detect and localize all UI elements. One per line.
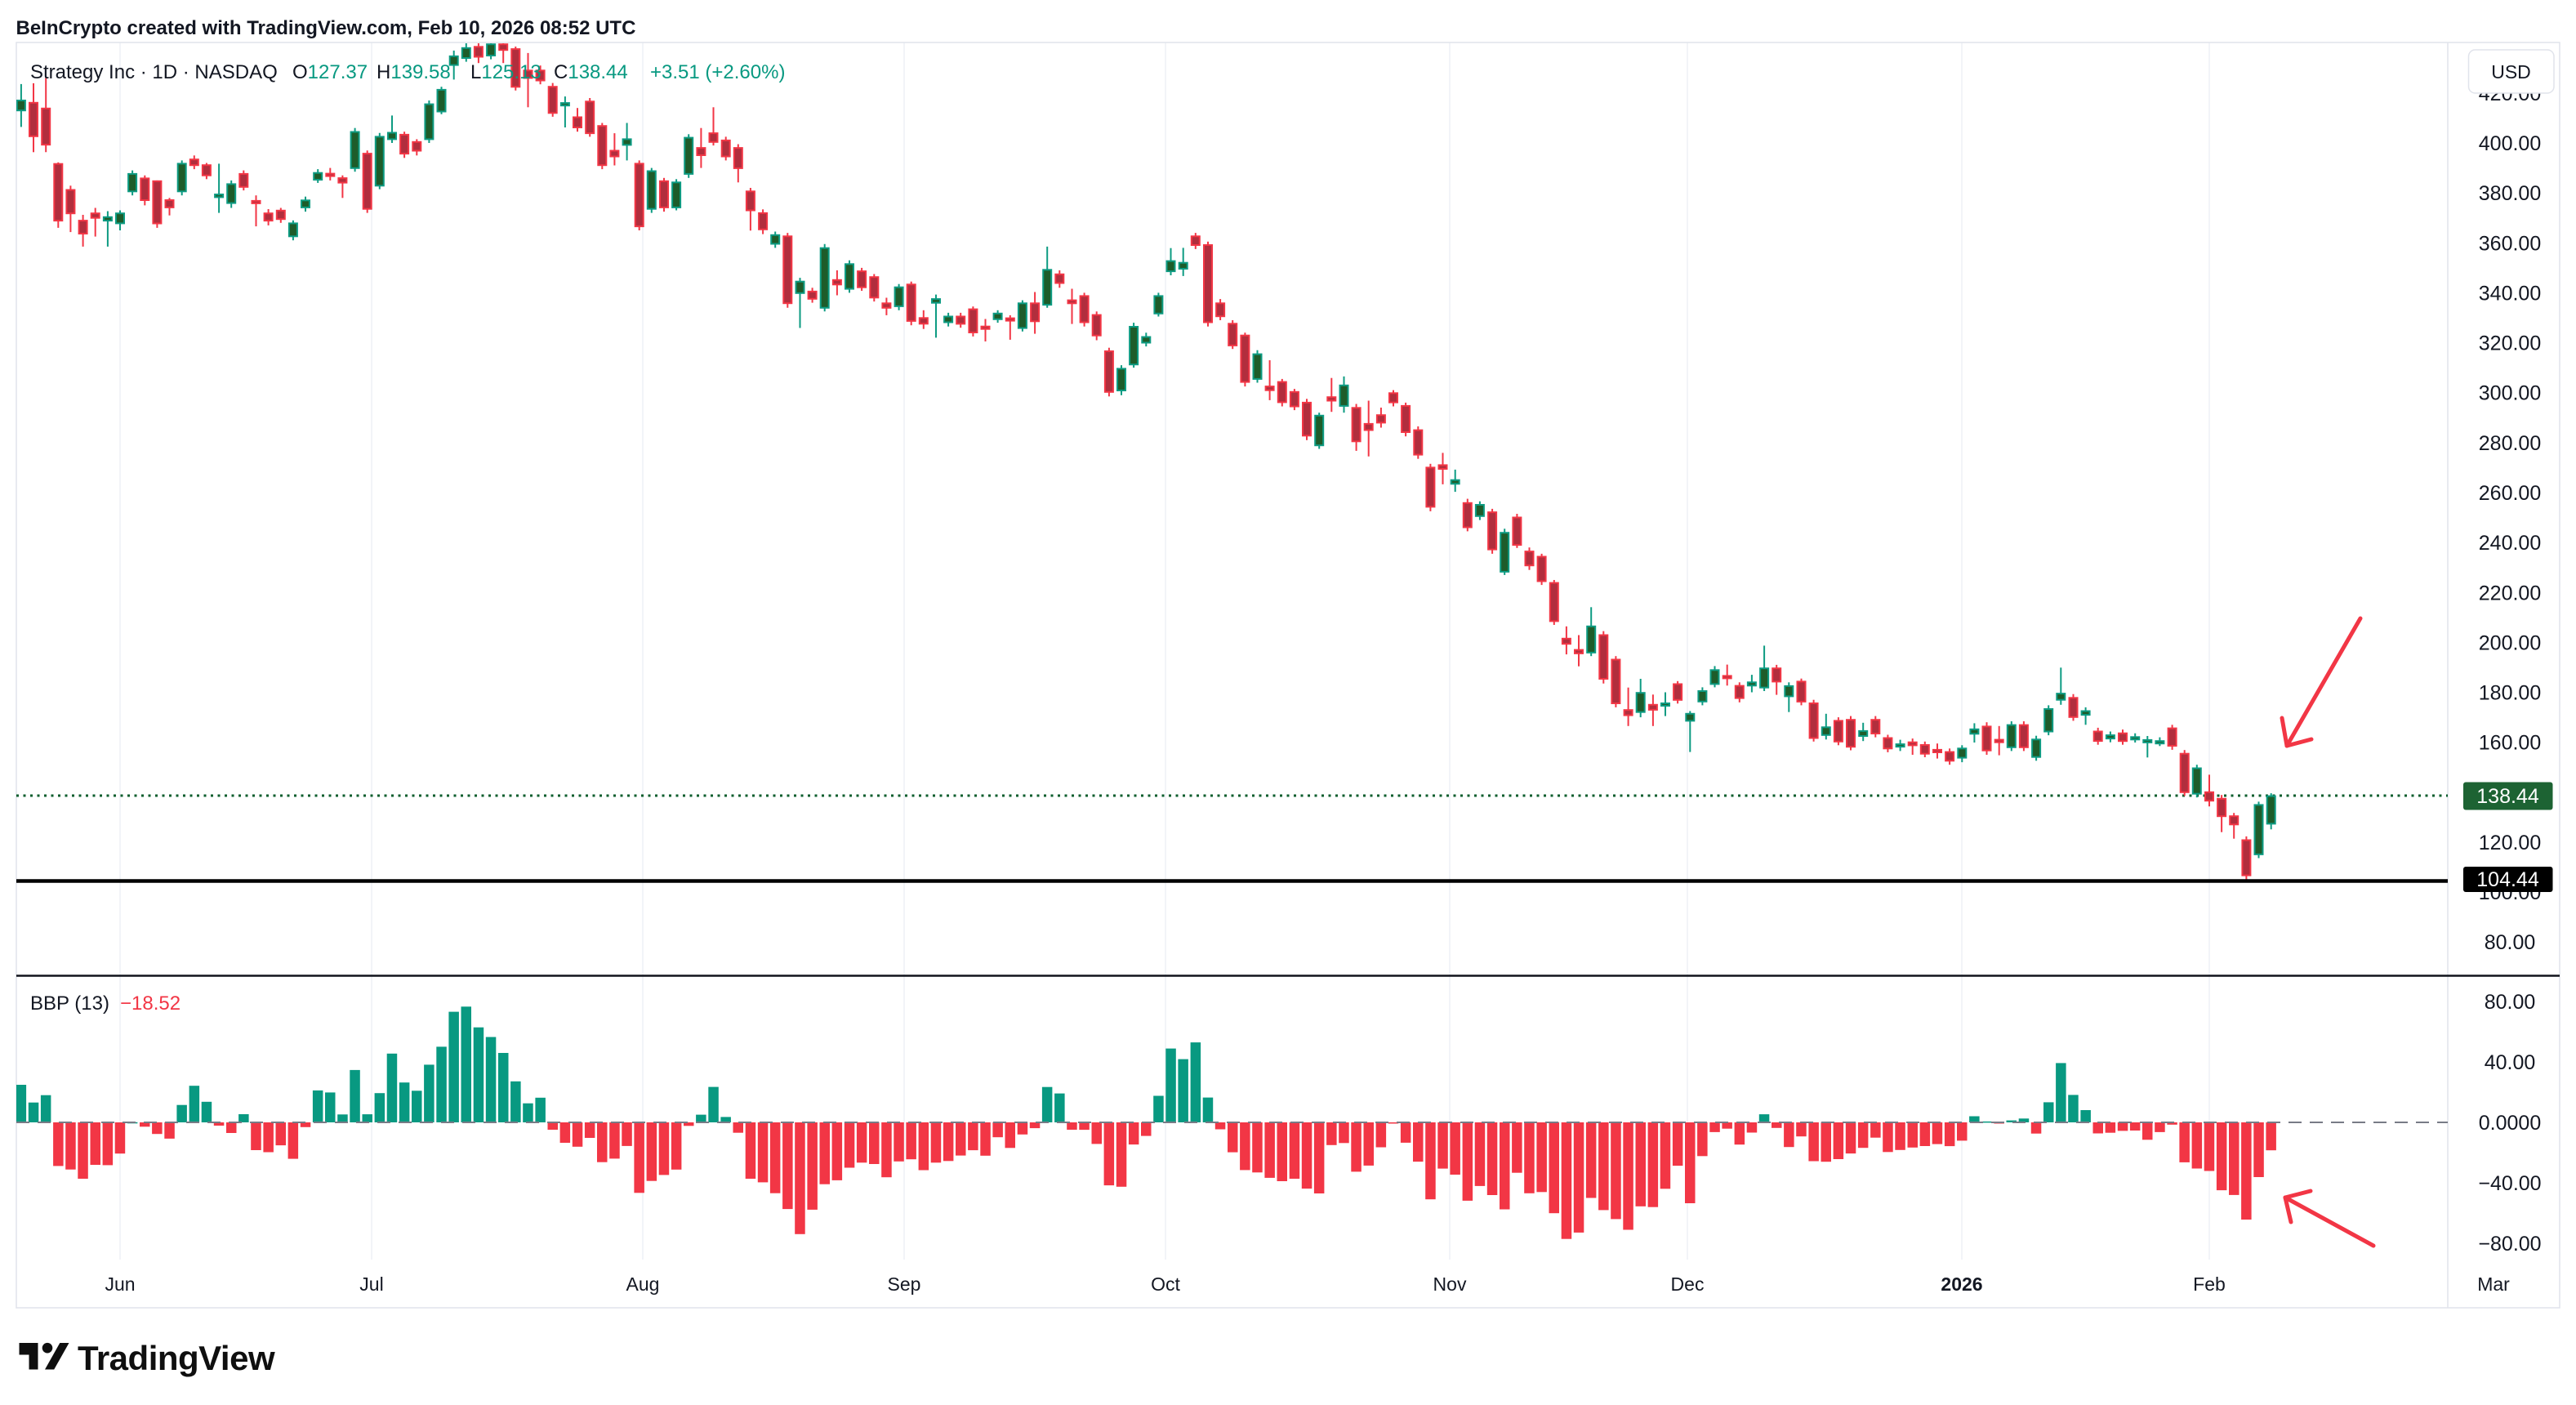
svg-text:200.00: 200.00 bbox=[2479, 631, 2541, 654]
svg-text:+3.51 (+2.60%): +3.51 (+2.60%) bbox=[650, 61, 785, 83]
svg-text:H139.58: H139.58 bbox=[377, 61, 451, 83]
svg-text:Aug: Aug bbox=[626, 1273, 660, 1295]
svg-text:138.44: 138.44 bbox=[2476, 785, 2539, 808]
svg-text:O127.37: O127.37 bbox=[292, 61, 368, 83]
svg-text:Feb: Feb bbox=[2193, 1273, 2226, 1295]
svg-text:USD: USD bbox=[2491, 61, 2531, 83]
svg-text:380.00: 380.00 bbox=[2479, 182, 2541, 205]
svg-text:BeInCrypto created with Tradin: BeInCrypto created with TradingView.com,… bbox=[16, 17, 636, 39]
svg-text:Sep: Sep bbox=[888, 1273, 921, 1295]
svg-text:Jun: Jun bbox=[105, 1273, 135, 1295]
svg-text:80.00: 80.00 bbox=[2485, 991, 2536, 1014]
svg-text:−18.52: −18.52 bbox=[120, 992, 180, 1015]
svg-text:Mar: Mar bbox=[2477, 1273, 2510, 1295]
svg-text:300.00: 300.00 bbox=[2479, 382, 2541, 405]
svg-text:340.00: 340.00 bbox=[2479, 282, 2541, 305]
svg-text:260.00: 260.00 bbox=[2479, 482, 2541, 505]
svg-text:240.00: 240.00 bbox=[2479, 532, 2541, 555]
svg-text:C138.44: C138.44 bbox=[554, 61, 628, 83]
svg-text:360.00: 360.00 bbox=[2479, 232, 2541, 255]
svg-text:400.00: 400.00 bbox=[2479, 132, 2541, 155]
svg-text:Jul: Jul bbox=[359, 1273, 383, 1295]
svg-text:80.00: 80.00 bbox=[2485, 931, 2536, 954]
svg-text:320.00: 320.00 bbox=[2479, 332, 2541, 355]
svg-text:120.00: 120.00 bbox=[2479, 832, 2541, 854]
svg-text:40.00: 40.00 bbox=[2485, 1051, 2536, 1074]
svg-text:Nov: Nov bbox=[1433, 1273, 1467, 1295]
svg-text:2026: 2026 bbox=[1941, 1273, 1982, 1295]
svg-text:−40.00: −40.00 bbox=[2478, 1172, 2541, 1195]
svg-text:220.00: 220.00 bbox=[2479, 582, 2541, 604]
svg-text:0.0000: 0.0000 bbox=[2479, 1112, 2541, 1135]
svg-text:180.00: 180.00 bbox=[2479, 682, 2541, 705]
svg-text:Dec: Dec bbox=[1671, 1273, 1705, 1295]
svg-text:TradingView: TradingView bbox=[78, 1339, 275, 1377]
svg-text:160.00: 160.00 bbox=[2479, 732, 2541, 755]
svg-text:104.44: 104.44 bbox=[2476, 868, 2539, 891]
svg-text:BBP (13): BBP (13) bbox=[30, 992, 109, 1015]
svg-text:Oct: Oct bbox=[1151, 1273, 1180, 1295]
svg-text:L125.13: L125.13 bbox=[470, 61, 541, 83]
svg-text:Strategy Inc · 1D · NASDAQ: Strategy Inc · 1D · NASDAQ bbox=[30, 61, 278, 83]
svg-text:280.00: 280.00 bbox=[2479, 432, 2541, 455]
svg-text:−80.00: −80.00 bbox=[2478, 1233, 2541, 1256]
